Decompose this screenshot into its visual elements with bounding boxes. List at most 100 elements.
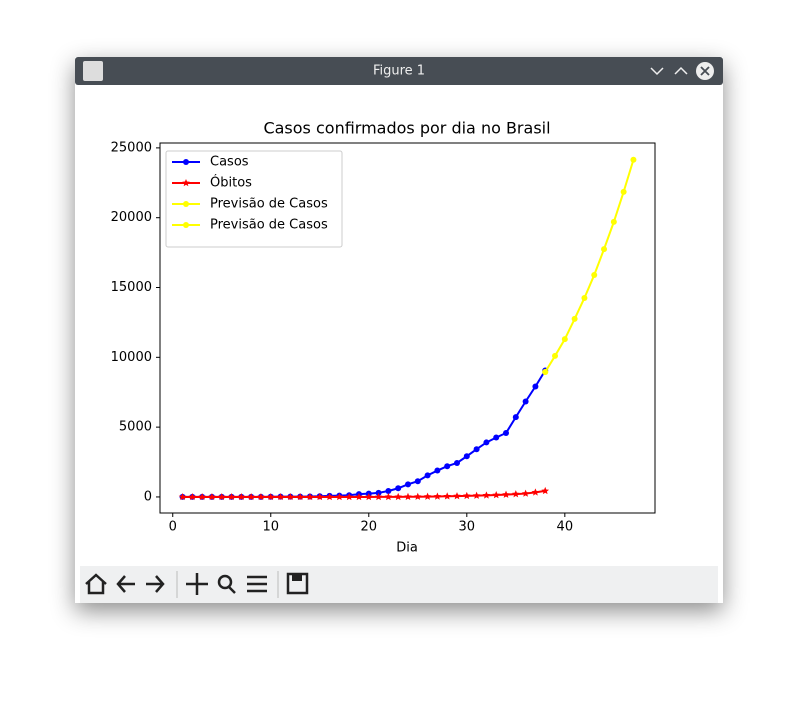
marker bbox=[374, 492, 383, 501]
marker bbox=[521, 489, 530, 497]
y-tick-label: 0 bbox=[144, 489, 152, 504]
marker bbox=[512, 490, 520, 498]
marker bbox=[443, 492, 452, 500]
title-bar bbox=[75, 57, 723, 85]
window bbox=[75, 57, 723, 603]
marker bbox=[276, 492, 285, 501]
close-icon bbox=[700, 66, 710, 76]
marker bbox=[610, 218, 617, 225]
y-tick-label: 20000 bbox=[111, 210, 152, 225]
x-tick-label: 40 bbox=[557, 520, 574, 535]
marker bbox=[581, 294, 588, 301]
home-button[interactable] bbox=[85, 573, 107, 595]
marker bbox=[404, 492, 412, 501]
marker bbox=[257, 492, 265, 501]
x-axis-label: Dia bbox=[396, 541, 418, 556]
marker bbox=[531, 488, 540, 496]
x-tick-label: 10 bbox=[262, 520, 279, 535]
y-tick-label: 15000 bbox=[111, 280, 152, 295]
marker bbox=[512, 414, 519, 421]
legend-label: Previsão de Casos bbox=[210, 218, 328, 233]
marker bbox=[198, 492, 206, 501]
marker bbox=[620, 188, 627, 195]
pan-button[interactable] bbox=[186, 573, 208, 595]
marker bbox=[532, 383, 539, 390]
series-line bbox=[544, 159, 635, 373]
y-tick-label: 25000 bbox=[111, 140, 152, 155]
plot-frame bbox=[159, 142, 656, 514]
marker bbox=[552, 352, 559, 359]
legend-marker bbox=[183, 159, 189, 165]
x-tick-label: 0 bbox=[169, 520, 177, 535]
marker bbox=[227, 492, 236, 501]
marker bbox=[394, 492, 402, 501]
toolbar bbox=[80, 566, 718, 603]
app-icon bbox=[83, 61, 103, 81]
marker bbox=[473, 446, 480, 453]
marker bbox=[237, 492, 246, 501]
marker bbox=[483, 439, 490, 446]
legend-label: Casos bbox=[210, 155, 249, 170]
marker bbox=[286, 492, 295, 501]
legend-box bbox=[165, 150, 343, 248]
marker bbox=[266, 492, 275, 501]
marker bbox=[493, 434, 500, 441]
marker bbox=[423, 492, 432, 500]
marker bbox=[424, 472, 431, 479]
x-tick-label: 20 bbox=[361, 520, 378, 535]
legend-marker bbox=[183, 201, 189, 207]
marker bbox=[364, 492, 373, 501]
marker bbox=[522, 398, 529, 405]
legend-marker bbox=[182, 179, 190, 187]
marker bbox=[571, 315, 578, 322]
configure-button[interactable] bbox=[247, 575, 267, 593]
marker bbox=[492, 491, 501, 499]
legend-label: Óbitos bbox=[210, 175, 252, 191]
x-tick-label: 30 bbox=[459, 520, 476, 535]
marker bbox=[503, 430, 510, 437]
save-button[interactable] bbox=[286, 572, 309, 595]
marker bbox=[463, 453, 470, 460]
marker bbox=[601, 246, 608, 253]
marker bbox=[454, 459, 460, 466]
marker bbox=[630, 156, 637, 163]
forward-button[interactable] bbox=[146, 575, 165, 593]
marker bbox=[178, 492, 187, 501]
zoom-button[interactable] bbox=[217, 574, 236, 594]
back-button[interactable] bbox=[116, 575, 135, 593]
marker bbox=[375, 489, 382, 496]
window-title: Figure 1 bbox=[373, 64, 425, 79]
legend-marker bbox=[183, 222, 189, 228]
marker bbox=[561, 336, 568, 343]
marker bbox=[453, 492, 461, 500]
marker bbox=[444, 463, 451, 470]
maximize-button[interactable] bbox=[674, 66, 688, 75]
marker bbox=[541, 486, 550, 495]
legend-label: Previsão de Casos bbox=[210, 197, 328, 212]
marker bbox=[404, 481, 411, 488]
y-tick-label: 10000 bbox=[111, 350, 152, 365]
marker bbox=[296, 492, 304, 501]
minimize-button[interactable] bbox=[650, 67, 664, 76]
y-tick-label: 5000 bbox=[119, 420, 152, 435]
marker bbox=[188, 492, 197, 501]
marker bbox=[413, 492, 422, 500]
marker bbox=[472, 491, 481, 499]
marker bbox=[355, 492, 363, 501]
marker bbox=[306, 492, 314, 501]
chart-title: Casos confirmados por dia no Brasil bbox=[263, 119, 550, 138]
marker bbox=[217, 492, 226, 501]
marker bbox=[315, 492, 324, 501]
marker bbox=[335, 492, 344, 501]
marker bbox=[542, 368, 549, 375]
marker bbox=[482, 491, 491, 499]
marker bbox=[208, 492, 216, 501]
marker bbox=[462, 491, 471, 500]
marker bbox=[385, 487, 392, 494]
marker bbox=[384, 492, 393, 501]
marker bbox=[395, 485, 402, 492]
marker bbox=[433, 492, 442, 500]
marker bbox=[345, 492, 353, 501]
marker bbox=[434, 467, 441, 474]
